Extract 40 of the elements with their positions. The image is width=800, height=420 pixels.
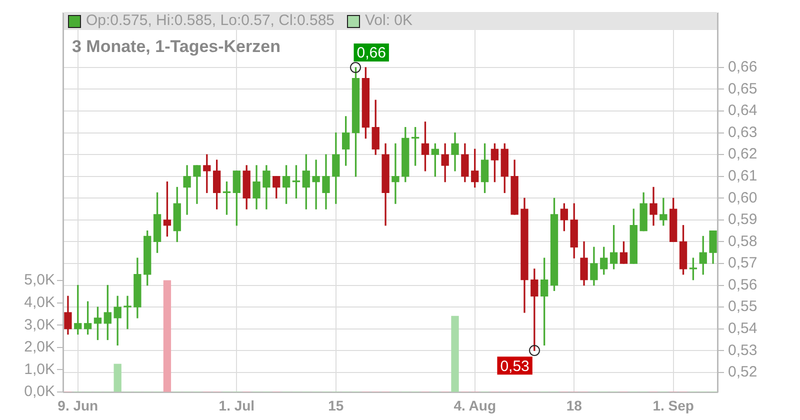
y2-tick-label: 0,0K	[24, 383, 55, 400]
candlestick	[312, 160, 320, 210]
y-tick-label: 0,60	[728, 189, 758, 206]
annotation: 0,66	[356, 44, 386, 62]
y-tick-label: 0,64	[728, 102, 758, 120]
y2-tick-label: 1,0K	[24, 360, 55, 378]
annotation: Op:0.575, Hi:0.585, Lo:0.57, Cl:0.585	[86, 12, 335, 30]
y2-tick-label: 4,0K	[24, 294, 55, 311]
x-tick-label: 1. Sep	[652, 397, 694, 414]
y-tick-label: 0,57	[728, 254, 758, 272]
header-panel: Op:0.575, Hi:0.585, Lo:0.57, Cl:0.585 Vol: 0K	[64, 12, 717, 30]
bar	[114, 364, 122, 392]
y-tick-label: 0,61	[728, 168, 758, 185]
y-tick-label: 0,65	[728, 80, 758, 98]
annotation: Vol: 0K	[365, 12, 413, 30]
y-tick-label: 0,54	[728, 320, 758, 337]
y-tick-label: 0,66	[728, 58, 758, 76]
y-tick-label: 0,56	[728, 276, 758, 294]
y-tick-label: 0,63	[728, 124, 758, 141]
y-tick-label: 0,59	[728, 211, 758, 228]
y-tick-label: 0,58	[728, 232, 758, 250]
x-tick-label: 4. Aug	[454, 397, 496, 414]
annotation: 0,53	[500, 358, 530, 375]
candlestick	[124, 296, 132, 330]
y2-tick-label: 2,0K	[24, 338, 55, 356]
candlestick	[183, 165, 191, 215]
y-tick-label: 0,62	[728, 146, 758, 163]
y2-tick-label: 3,0K	[24, 316, 55, 334]
y-tick-label: 0,52	[728, 364, 758, 381]
y2-tick-label: 5,0K	[24, 272, 55, 289]
y-tick-label: 0,55	[728, 298, 758, 316]
x-tick-label: 18	[566, 397, 582, 414]
y-tick-label: 0,53	[728, 342, 758, 359]
x-tick-label: 1. Jul	[218, 397, 255, 414]
bar	[163, 280, 172, 392]
bar	[451, 316, 459, 392]
text: 3 Monate, 1-Tages-Kerzen	[72, 37, 280, 57]
x-tick-label: 15	[328, 397, 344, 414]
candlestick	[392, 143, 400, 204]
x-tick-label: 9. Jun	[58, 397, 98, 414]
